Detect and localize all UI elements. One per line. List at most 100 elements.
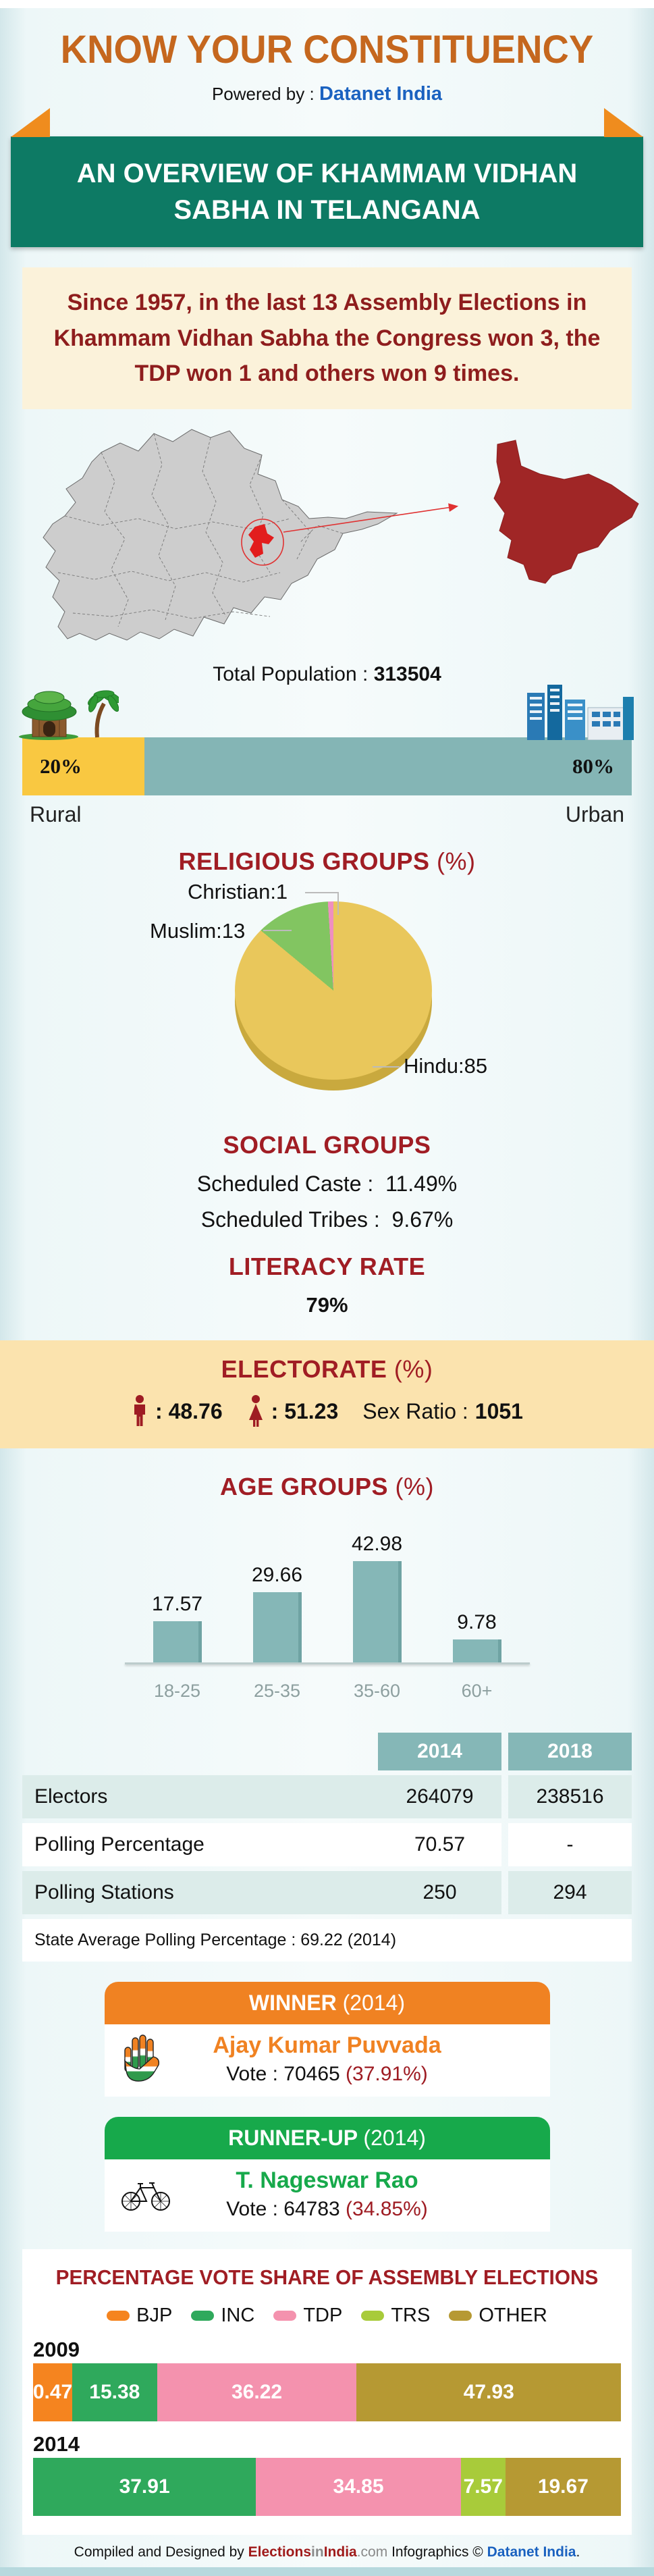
hut-icon [19,690,119,741]
footer: Compiled and Designed by ElectionsinIndi… [0,2544,654,2567]
bar-segment-2009-other: 47.93 [356,2363,621,2422]
vote-share-rows: 2009 0.47 15.38 36.22 47.93 2014 37.91 34.85 7.5… [33,2338,622,2517]
legend-item-tdp: TDP [273,2305,342,2327]
male-value: : 48.76 [155,1398,223,1423]
age-axis-line [124,1662,530,1665]
age-category-label: 60+ [461,1681,493,1702]
footer-brand-dotcom[interactable]: .com [356,2544,388,2560]
footer-period: . [576,2544,580,2560]
pie-graphic [235,901,432,1080]
table-row-label: Electors [34,1785,108,1808]
bar-segment-2009-bjp: 0.47 [33,2363,72,2422]
age-bar-item-60+: 9.78 [438,1611,516,1663]
tdp-bicycle-icon [121,2182,170,2211]
footer-prefix: Compiled and Designed by [74,2544,248,2560]
sex-ratio-label: Sex Ratio : [362,1398,468,1423]
age-bar-value: 42.98 [351,1533,403,1556]
overview-banner: AN OVERVIEW OF KHAMMAM VIDHAN SABHA IN T… [11,136,643,247]
runner-up-vote: Vote : 64783 (34.85%) [105,2198,550,2221]
runner-up-vote-label: Vote : [226,2198,284,2221]
legend-swatch-inc [191,2311,215,2321]
buildings-icon [527,685,634,741]
literacy-value: 79% [306,1293,348,1317]
literacy-title: LITERACY RATE [228,1253,426,1281]
runner-up-header-text: RUNNER-UP [228,2126,364,2151]
table-header-2014: 2014 [378,1733,501,1771]
pie-leader-christian [305,892,339,916]
female-value: : 51.23 [271,1398,339,1423]
age-bar-chart: 17.57 29.66 42.98 9.78 18-25 25-35 35-60 60+ [105,1524,550,1702]
table-cell-2018: 238516 [508,1775,632,1819]
religious-groups-title-suffix: (%) [437,847,476,876]
overview-ribbon: AN OVERVIEW OF KHAMMAM VIDHAN SABHA IN T… [11,108,643,247]
st-value: 9.67% [391,1207,454,1232]
table-cell-2018: - [508,1823,632,1867]
table-cell-2014: 70.57 [414,1833,466,1856]
table-cell-2014: 250 [423,1881,457,1904]
age-bar [252,1592,302,1663]
religious-groups-title: RELIGIOUS GROUPS (%) [0,847,654,876]
footer-brand-datanet[interactable]: Datanet India [487,2544,576,2560]
rural-urban-labels: Rural Urban [30,802,624,827]
winner-vote-value: 70465 [283,2063,346,2086]
winner-card: Ajay Kumar Puvvada Vote : 70465 (37.91%) [104,2024,550,2097]
pie-leader-hindu [373,1066,400,1068]
polling-table-rows: Electors 264079 238516 Polling Percentage 70… [22,1775,632,1915]
runner-up-card: T. Nageswar Rao Vote : 64783 (34.85%) [104,2159,550,2232]
population-label: Total Population : [213,663,374,686]
electorate-title-text: ELECTORATE [221,1355,394,1384]
winner-header-text: WINNER [248,1991,343,2016]
table-row-label: Polling Percentage [34,1833,205,1856]
bar-segment-2014-inc: 37.91 [33,2458,256,2517]
age-bar-value: 9.78 [457,1611,497,1634]
winner-block: WINNER (2014) Ajay [0,1982,654,2097]
page-title: KNOW YOUR CONSTITUENCY [60,28,594,72]
winner-vote-pct: (37.91%) [346,2063,428,2086]
polling-table-header: 2014 2018 [22,1733,632,1771]
vote-share-title: PERCENTAGE VOTE SHARE OF ASSEMBLY ELECTI… [55,2265,599,2290]
age-bar [352,1561,402,1663]
religious-groups-title-text: RELIGIOUS GROUPS [178,847,437,876]
legend-item-inc: INC [191,2305,254,2327]
table-header-2018: 2018 [508,1733,632,1771]
table-row-label: Polling Stations [34,1881,174,1904]
stacked-bar-2009: 0.47 15.38 36.22 47.93 [33,2363,621,2422]
female-icon [248,1395,263,1427]
powered-by-label: Powered by : [211,84,319,104]
footer-brand-elections[interactable]: Elections [248,2544,312,2560]
age-category-label: 25-35 [253,1681,301,1702]
electorate-title: ELECTORATE (%) [0,1355,654,1384]
electorate-title-suffix: (%) [393,1355,433,1384]
footer-brand-india[interactable]: India [323,2544,357,2560]
social-groups-title: SOCIAL GROUPS [223,1131,431,1159]
bar-segment-2009-inc: 15.38 [72,2363,157,2422]
population-title: Total Population : 313504 [0,663,654,686]
social-group-row-st: Scheduled Tribes : 9.67% [0,1207,654,1232]
age-bar-value: 17.57 [151,1593,203,1616]
legend-label-other: OTHER [479,2305,547,2327]
male-icon [134,1395,146,1427]
bar-segment-2009-tdp: 36.22 [157,2363,357,2422]
legend-swatch-tdp [273,2311,297,2321]
table-note: State Average Polling Percentage : 69.22… [22,1919,632,1962]
bar-segment-2014-trs: 7.57 [460,2458,506,2517]
legend-swatch-other [449,2311,472,2321]
age-bar [153,1621,202,1663]
electorate-row: : 48.76 : 51.23 Sex Ratio : 1051 [0,1394,654,1428]
legend-label-tdp: TDP [303,2305,343,2327]
pie-label-christian: Christian:1 [188,880,288,904]
age-bars: 17.57 29.66 42.98 9.78 [105,1524,550,1663]
summary-text: Since 1957, in the last 13 Assembly Elec… [53,290,601,387]
legend-swatch-trs [361,2311,385,2321]
legend-swatch-bjp [107,2311,130,2321]
population-icons-row [0,685,654,741]
vote-share-legend: BJP INC TDP TRS OTHER [33,2305,621,2327]
pie-label-muslim: Muslim:13 [150,919,246,943]
age-bar [452,1639,501,1663]
footer-brand-in[interactable]: in [311,2544,324,2560]
age-category-labels: 18-25 25-35 35-60 60+ [105,1681,550,1702]
pie-label-hindu: Hindu:85 [404,1054,488,1078]
runner-up-banner: RUNNER-UP (2014) [104,2117,550,2160]
runner-up-vote-value: 64783 [283,2198,346,2221]
